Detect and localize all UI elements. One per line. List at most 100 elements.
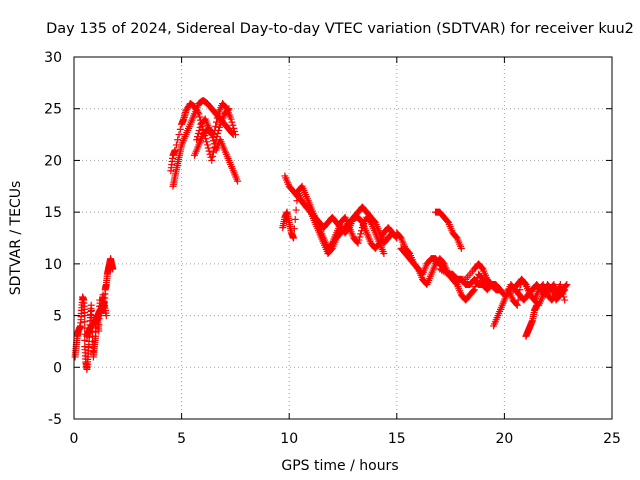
data-point bbox=[109, 265, 117, 273]
data-point bbox=[172, 141, 180, 149]
seg-morning-c bbox=[191, 125, 242, 185]
data-point bbox=[203, 141, 211, 149]
data-point bbox=[469, 287, 477, 295]
data-point bbox=[557, 284, 565, 292]
seg-morning-d bbox=[193, 100, 239, 144]
data-point bbox=[556, 281, 564, 289]
data-point bbox=[81, 312, 89, 320]
data-point bbox=[229, 121, 237, 129]
data-point bbox=[547, 285, 555, 293]
data-point bbox=[81, 318, 89, 326]
data-point bbox=[457, 244, 465, 252]
data-point bbox=[470, 286, 478, 294]
data-point bbox=[562, 282, 570, 290]
data-point bbox=[102, 312, 110, 320]
data-point bbox=[558, 287, 566, 295]
data-point bbox=[354, 239, 362, 247]
axis-ticks bbox=[73, 56, 613, 420]
data-point bbox=[496, 286, 504, 294]
grid-lines bbox=[74, 57, 612, 419]
data-point bbox=[95, 321, 103, 329]
x-tick-label: 0 bbox=[70, 431, 79, 447]
data-point bbox=[195, 126, 203, 134]
data-point bbox=[560, 293, 568, 301]
data-point bbox=[231, 127, 239, 135]
data-point bbox=[209, 137, 217, 145]
seg-evening-c bbox=[509, 275, 569, 304]
data-point bbox=[478, 264, 486, 272]
data-point bbox=[356, 233, 364, 241]
data-point bbox=[194, 130, 202, 138]
data-point bbox=[208, 156, 216, 164]
data-point bbox=[452, 280, 460, 288]
y-tick-label: 10 bbox=[44, 257, 62, 273]
data-point bbox=[514, 296, 522, 304]
data-point bbox=[207, 153, 215, 161]
y-tick-label: -5 bbox=[48, 412, 62, 428]
data-point bbox=[513, 301, 521, 309]
data-point bbox=[355, 236, 363, 244]
data-point bbox=[222, 104, 230, 112]
seg-afternoon-d bbox=[436, 260, 504, 294]
data-point bbox=[291, 215, 299, 223]
x-tick-label: 5 bbox=[177, 431, 186, 447]
data-point bbox=[228, 118, 236, 126]
y-tick-label: 30 bbox=[44, 50, 62, 66]
data-point bbox=[212, 122, 220, 130]
tick-labels: 0 5 10 15 20 25 -5 0 5 10 15 20 25 30 bbox=[44, 50, 621, 447]
data-point bbox=[174, 136, 182, 144]
y-tick-label: 0 bbox=[53, 360, 62, 376]
seg-afternoon-b bbox=[397, 244, 491, 304]
y-tick-label: 20 bbox=[44, 153, 62, 169]
data-point bbox=[227, 115, 235, 123]
data-point bbox=[306, 207, 314, 215]
data-point bbox=[293, 197, 301, 205]
data-point bbox=[171, 146, 179, 154]
data-point bbox=[444, 217, 452, 225]
data-point bbox=[290, 234, 298, 242]
data-points bbox=[71, 96, 571, 373]
seg-midday-c bbox=[294, 187, 396, 258]
seg-early-cluster bbox=[71, 255, 117, 373]
data-point bbox=[388, 228, 396, 236]
data-point bbox=[194, 108, 202, 116]
x-tick-label: 15 bbox=[388, 431, 406, 447]
chart-title: Day 135 of 2024, Sidereal Day-to-day VTE… bbox=[46, 21, 634, 37]
data-point bbox=[358, 217, 366, 225]
y-tick-label: 25 bbox=[44, 102, 62, 118]
data-point bbox=[234, 177, 242, 185]
data-point bbox=[471, 283, 479, 291]
data-point bbox=[292, 206, 300, 214]
data-point bbox=[521, 280, 529, 288]
data-point bbox=[357, 230, 365, 238]
data-point bbox=[196, 113, 204, 121]
seg-evening-d bbox=[522, 301, 541, 340]
data-point bbox=[203, 138, 211, 146]
y-axis-label: SDTVAR / TECUs bbox=[8, 181, 24, 296]
data-point bbox=[380, 250, 388, 258]
plot-frame bbox=[73, 56, 613, 420]
data-point bbox=[176, 125, 184, 133]
data-point bbox=[512, 300, 520, 308]
x-tick-label: 10 bbox=[280, 431, 298, 447]
data-point bbox=[231, 131, 239, 139]
data-point bbox=[473, 276, 481, 284]
data-point bbox=[194, 133, 202, 141]
data-point bbox=[515, 291, 523, 299]
data-point bbox=[205, 147, 213, 155]
data-point bbox=[95, 327, 103, 335]
data-point bbox=[290, 225, 298, 233]
data-point bbox=[439, 259, 447, 267]
data-point bbox=[452, 233, 460, 241]
data-point bbox=[211, 126, 219, 134]
data-point bbox=[551, 292, 559, 300]
seg-afternoon-c bbox=[432, 208, 465, 252]
x-tick-label: 25 bbox=[603, 431, 621, 447]
x-tick-label: 20 bbox=[495, 431, 513, 447]
data-point bbox=[472, 280, 480, 288]
data-point bbox=[209, 152, 217, 160]
data-point bbox=[204, 144, 212, 152]
seg-early-cluster-b bbox=[83, 299, 110, 340]
data-point bbox=[533, 301, 541, 309]
